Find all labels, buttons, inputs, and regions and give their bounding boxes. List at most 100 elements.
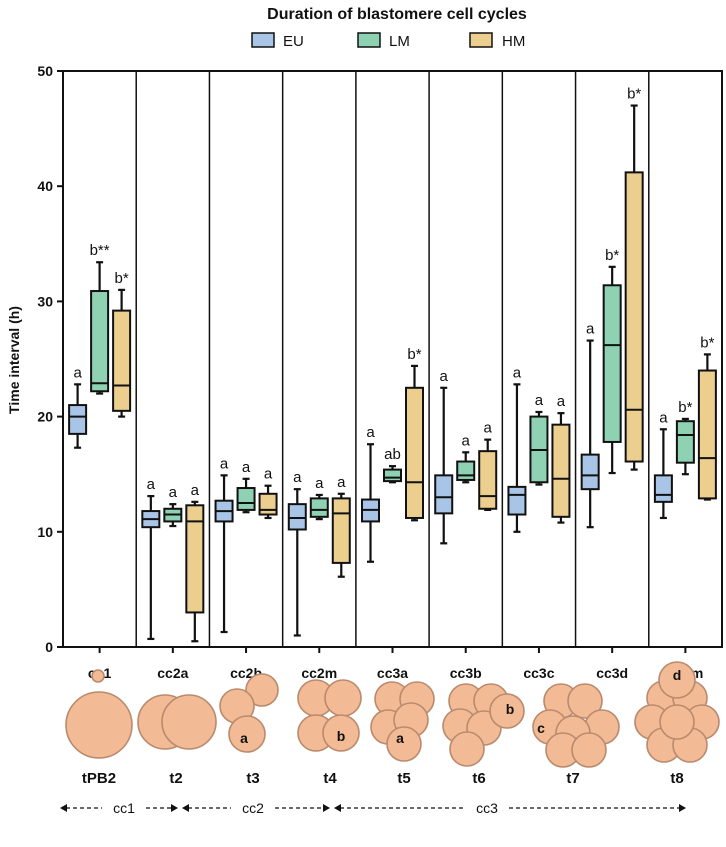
significance-label: a [484,420,493,437]
significance-label: a [462,432,471,449]
blastomere-letter: b [506,701,515,717]
embryo-label: t2 [169,770,182,787]
box-cc3d-eu: a [580,321,600,529]
embryo-label: tPB2 [82,770,116,787]
x-tick-label-cc2a: cc2a [157,665,188,681]
significance-label: a [220,455,229,472]
blastomere [571,732,607,768]
box-cc2b-lm: a [236,459,256,514]
significance-label: a [557,393,566,410]
plot-frame [62,70,723,648]
embryo-label: t4 [323,770,337,787]
box-iqr [236,487,256,511]
blastomere-letter: c [537,720,545,736]
significance-label: b* [605,247,619,264]
significance-label: a [535,392,544,409]
x-tick-label-cc3a: cc3a [377,665,408,681]
box-iqr [383,468,402,483]
blastomere [245,673,279,707]
y-tick-label: 20 [37,409,53,425]
box-cc3b-hm: a [478,420,498,512]
box-iqr [185,504,205,614]
box-cc3d-lm: b* [602,247,622,475]
embryo-label: t3 [246,770,259,787]
blastomere [658,661,696,699]
box-cc3d-hm: b* [624,86,644,471]
significance-label: b* [700,334,714,351]
box-cc2b-eu: a [214,455,234,634]
box-cc3c-hm: a [551,393,571,524]
significance-label: a [440,368,449,385]
significance-label: a [337,474,346,491]
bracket-label: cc1 [113,800,135,816]
significance-label: a [242,459,251,476]
embryo-t2: t2 [137,694,217,787]
chart-title: Duration of blastomere cell cycles [267,6,527,23]
box-iqr [287,503,307,531]
embryo-label: t5 [397,770,410,787]
legend-label-eu: EU [283,33,304,50]
bracket-arrow-left [60,804,67,812]
box-iqr [258,492,278,516]
significance-label: a [366,424,375,441]
box-cc1-hm: b* [112,270,132,418]
box-cc3b-eu: a [434,368,454,545]
x-tick-label-cc2m: cc2m [301,665,337,681]
box-iqr [434,474,454,515]
box-cc3a-lm: ab [383,446,402,484]
legend-label-hm: HM [502,33,525,50]
bracket-label: cc2 [242,800,264,816]
blastomere [659,704,695,740]
embryo-t5: a t5 [370,681,435,787]
box-iqr [68,404,88,435]
embryo-t6: b t6 [442,683,525,787]
box-cc2a-hm: a [185,482,205,643]
blastomere-letter: d [673,667,682,683]
box-iqr [507,485,527,516]
blastomere [386,726,422,762]
box-cc3b-lm: a [456,432,476,484]
significance-label: a [169,484,178,501]
box-iqr [602,284,622,443]
box-iqr [551,423,571,518]
embryo-label: t7 [566,770,579,787]
significance-label: a [147,476,156,493]
box-iqr [112,309,132,412]
box-cc1-lm: b** [90,242,110,395]
embryo-t8: d t8 [634,661,720,787]
embryo-label: t8 [670,770,683,787]
significance-label: a [659,409,668,426]
blastomere-letter: b [337,728,346,744]
significance-label: b* [627,86,641,103]
box-iqr [456,460,476,481]
box-iqr [331,497,351,564]
box-cc3a-eu: a [361,424,380,563]
blastomere-letter: a [240,730,248,746]
bracket-cc1: cc1 [60,800,178,816]
bracket-arrow-left [334,804,341,812]
significance-label: b* [115,270,129,287]
significance-label: a [513,364,522,381]
cell-cycle-brackets: cc1 cc2 cc3 [60,800,686,816]
box-cc2a-lm: a [163,484,183,528]
significance-label: a [264,466,273,483]
embryo-t7: c t7 [532,683,620,787]
blastomere [567,683,603,719]
plot-area: 01020304050cc1cc2acc2bcc2mcc3acc3bcc3ccc… [37,63,723,681]
box-cc1-eu: a [68,364,88,449]
significance-label: a [293,469,302,486]
box-iqr [478,450,498,510]
box-cc2m-eu: a [287,469,307,637]
significance-label: a [191,482,200,499]
polar-body [91,669,105,683]
embryo-t4: b t4 [297,679,362,787]
y-tick-label: 30 [37,293,53,309]
embryo-tpb2: tPB2 [65,669,133,787]
x-tick-label-cc3c: cc3c [523,665,554,681]
significance-label: a [315,475,324,492]
box-cc3m-lm: b* [675,399,695,476]
box-cc3c-eu: a [507,364,527,533]
x-tick-label-cc3b: cc3b [450,665,482,681]
x-tick-label-cc3d: cc3d [596,665,628,681]
